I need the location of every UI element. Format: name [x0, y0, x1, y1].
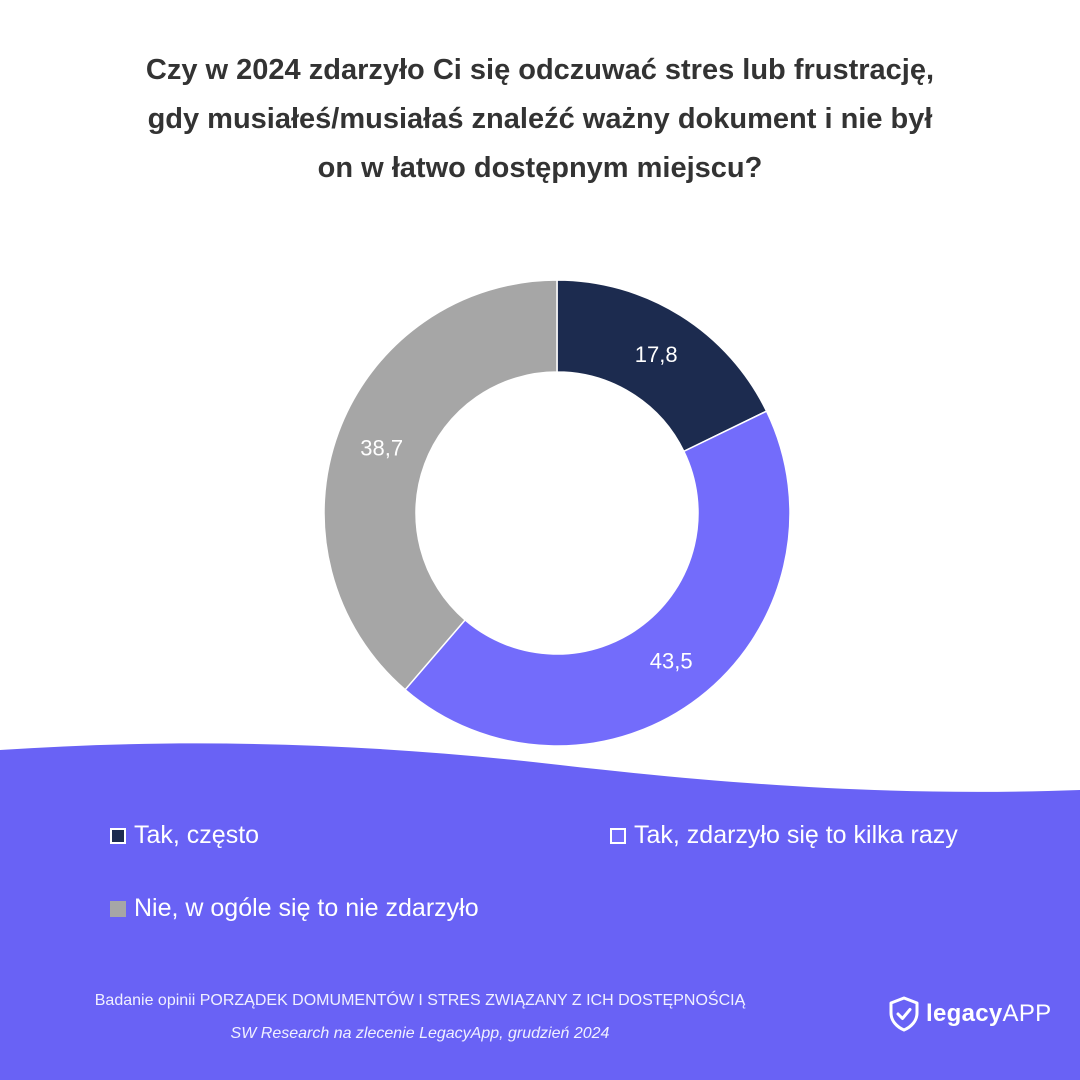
page-title: Czy w 2024 zdarzyło Ci się odczuwać stre… — [40, 46, 1040, 193]
legend-label-often: Tak, często — [134, 821, 260, 849]
legend-item-never: Nie, w ogóle się to nie zdarzyło — [110, 894, 479, 923]
title-line-2: gdy musiałeś/musiałaś znaleźć ważny doku… — [147, 103, 933, 135]
donut-value-labels: 17,8 43,5 38,7 — [360, 342, 692, 674]
title-line-3: on w łatwo dostępnym miejscu? — [317, 152, 763, 184]
legend-item-often: Tak, często — [110, 821, 259, 850]
legend-swatch-often — [110, 827, 126, 844]
title-line-1: Czy w 2024 zdarzyło Ci się odczuwać stre… — [145, 54, 935, 86]
donut-slice-few-times — [404, 410, 791, 747]
donut-slice-often — [556, 279, 768, 453]
donut-slice-never — [323, 279, 558, 691]
footer-survey-title: Badanie opinii PORZĄDEK DOMUMENTÓW I STR… — [94, 992, 746, 1009]
legacyapp-logo: legacyAPP — [888, 996, 1051, 1032]
shield-check-icon — [889, 996, 919, 1032]
logo-wordmark: legacyAPP — [926, 1000, 1052, 1027]
wave-shape — [0, 743, 1080, 1080]
donut-slices — [323, 279, 791, 747]
legend-swatch-few-times — [610, 827, 626, 844]
footer-source: SW Research na zlecenie LegacyApp, grudz… — [230, 1025, 610, 1042]
legend-swatch-never — [110, 900, 126, 917]
legend-label-few-times: Tak, zdarzyło się to kilka razy — [634, 821, 958, 849]
donut-label-never: 38,7 — [360, 436, 403, 461]
legend-label-never: Nie, w ogóle się to nie zdarzyło — [134, 894, 479, 922]
legend-item-few-times: Tak, zdarzyło się to kilka razy — [610, 821, 958, 850]
donut-label-often: 17,8 — [635, 342, 678, 367]
donut-label-few-times: 43,5 — [650, 649, 693, 674]
